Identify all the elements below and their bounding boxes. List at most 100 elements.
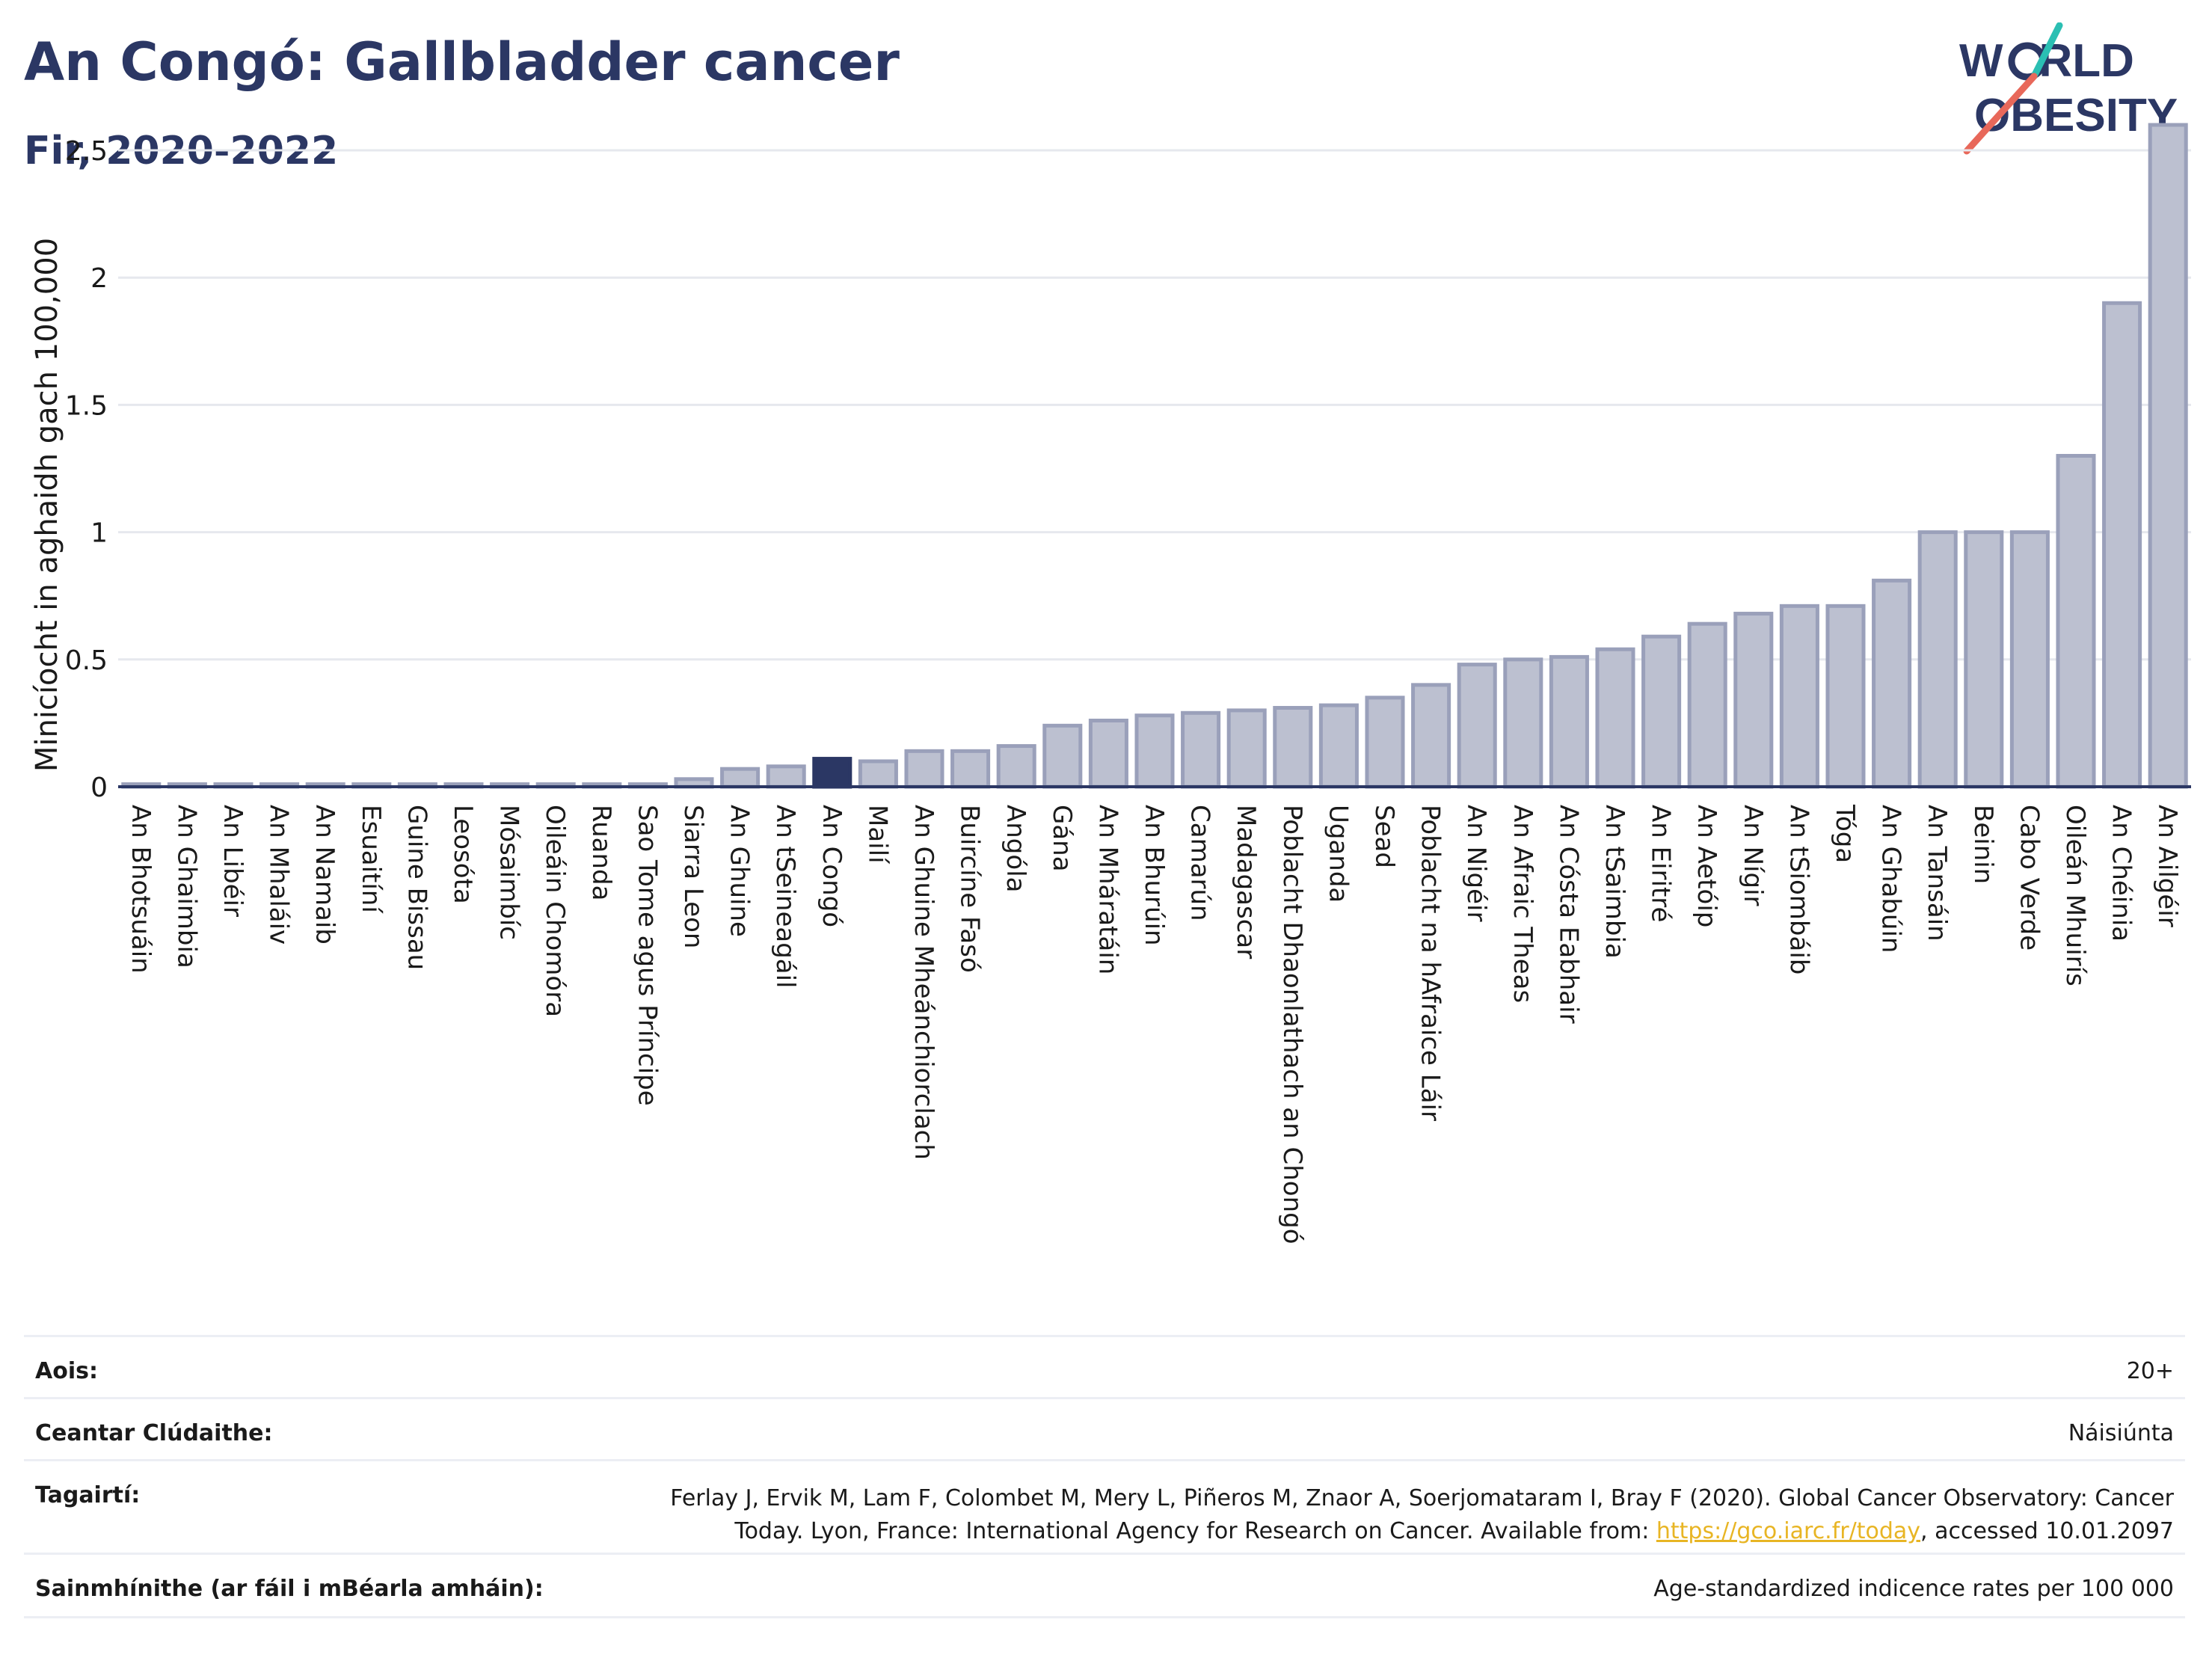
- x-axis-labels: An Bhotsuáin An Ghaimbia An Libéir An Mhalá…: [126, 804, 2182, 1244]
- x-tick-label: An Libéir: [218, 805, 248, 917]
- x-tick-label: Buircíne Fasó: [955, 805, 985, 973]
- info-row-coverage: Ceantar Clúdaithe: Náisiúnta: [24, 1397, 2185, 1459]
- x-tick-label: Oileán Mhuirís: [2060, 805, 2090, 986]
- x-tick-label: Sao Tome agus Príncipe: [632, 805, 662, 1106]
- references-line-1: Ferlay J, Ervik M, Lam F, Colombet M, Me…: [670, 1485, 2174, 1511]
- x-tick-label: Mailí: [862, 805, 892, 865]
- references-link[interactable]: https://gco.iarc.fr/today: [1656, 1518, 1921, 1544]
- x-tick-label: An Ghabúin: [1876, 805, 1906, 953]
- references-line-2: Today. Lyon, France: International Agenc…: [454, 1515, 2174, 1548]
- x-tick-label: Cabo Verde: [2014, 805, 2044, 951]
- y-tick-label: 0: [90, 773, 108, 803]
- x-tick-label: An Cósta Eabhair: [1553, 805, 1583, 1024]
- x-tick-label: An tSiombáib: [1784, 805, 1813, 974]
- x-tick-label: Oileáin Chomóra: [540, 805, 570, 1017]
- bar: [1181, 710, 1221, 789]
- y-axis-ticks: 0 0.5 1 1.5 2 2.5: [65, 136, 108, 803]
- x-tick-label: Poblacht Dhaonlathach an Chongó: [1277, 805, 1307, 1244]
- x-tick-label: Gána: [1047, 805, 1077, 872]
- y-tick-label: 1: [90, 518, 108, 549]
- x-tick-label: Tóga: [1830, 804, 1860, 863]
- age-value: 20+: [2126, 1358, 2174, 1384]
- x-tick-label: An tSaimbia: [1600, 805, 1629, 959]
- y-tick-label: 2.5: [65, 136, 108, 167]
- x-tick-label: Guine Bissau: [402, 805, 431, 970]
- x-tick-label: Esuaitíní: [356, 805, 386, 914]
- x-tick-label: Poblacht na hAfraice Láir: [1416, 805, 1446, 1121]
- bar: [2102, 301, 2142, 789]
- bar: [904, 749, 944, 789]
- info-row-age: Aois: 20+: [24, 1335, 2185, 1397]
- bar: [1825, 604, 1866, 789]
- bar: [812, 757, 852, 789]
- bar: [950, 749, 991, 789]
- x-tick-label: An Ghaimbia: [171, 805, 201, 968]
- bar: [1687, 621, 1727, 789]
- coverage-label: Ceantar Clúdaithe:: [35, 1420, 273, 1446]
- x-tick-label: An tSeineagáil: [770, 805, 800, 989]
- y-tick-label: 0.5: [65, 645, 108, 676]
- bar: [1779, 604, 1819, 789]
- bar: [720, 767, 761, 789]
- bar: [858, 759, 898, 789]
- x-tick-label: An Nigéir: [1461, 805, 1491, 921]
- x-tick-label: Siarra Leon: [678, 805, 708, 948]
- world-obesity-logo: W RLD OBESITY: [1959, 22, 2178, 155]
- x-tick-label: An Nígir: [1738, 805, 1768, 906]
- bar: [766, 764, 806, 789]
- definitions-value: Age-standardized indicence rates per 100…: [1653, 1576, 2174, 1602]
- y-tick-label: 1.5: [65, 390, 108, 421]
- bar: [1042, 723, 1083, 789]
- references-line-2-pre: Today. Lyon, France: International Agenc…: [734, 1518, 1656, 1544]
- bar-chart: 0 0.5 1 1.5 2 2.5 An Bhotsuáin An Ghaimbia An L…: [30, 123, 2191, 1244]
- x-tick-label: An Namaib: [310, 805, 340, 945]
- svg-text:OBESITY: OBESITY: [1974, 90, 2178, 141]
- bar: [1365, 696, 1405, 789]
- bar: [1411, 683, 1451, 789]
- y-axis-label: Minicíocht in aghaidh gach 100,000: [30, 238, 64, 772]
- x-tick-label: An Bhotsuáin: [126, 805, 156, 974]
- bar: [1457, 663, 1497, 789]
- x-tick-label: An Afraic Theas: [1508, 805, 1537, 1003]
- logo-teal-slash: [2030, 22, 2063, 80]
- references-label: Tagairtí:: [35, 1482, 141, 1508]
- info-row-references: Tagairtí: Ferlay J, Ervik M, Lam F, Colo…: [24, 1459, 2185, 1553]
- x-tick-label: Madagascar: [1231, 805, 1261, 959]
- bar: [1917, 530, 1958, 789]
- age-label: Aois:: [35, 1358, 98, 1384]
- x-tick-label: An Ghuine Mheánchiorclach: [909, 805, 938, 1160]
- bar: [996, 744, 1036, 789]
- coverage-value: Náisiúnta: [2068, 1420, 2174, 1446]
- bar: [2148, 123, 2188, 789]
- x-tick-label: An Congó: [817, 805, 847, 927]
- x-tick-label: An Aetóip: [1692, 805, 1721, 927]
- bar: [1733, 612, 1774, 789]
- chart-title: An Congó: Gallbladder cancer: [24, 31, 900, 93]
- bar: [1088, 719, 1128, 789]
- x-tick-label: An Ghuine: [725, 805, 755, 937]
- bar: [2009, 530, 2050, 789]
- references-line-2-post: , accessed 10.01.2097: [1920, 1518, 2174, 1544]
- logo-w: W: [1959, 35, 2003, 87]
- x-tick-label: Uganda: [1323, 805, 1353, 903]
- bar: [1641, 634, 1682, 789]
- x-tick-label: Leosóta: [448, 805, 478, 904]
- bar: [1549, 654, 1589, 789]
- logo-rld: RLD: [2039, 35, 2134, 87]
- x-tick-label: An Chéinia: [2107, 805, 2136, 942]
- grid-lines: [118, 149, 2191, 661]
- bar: [1318, 703, 1359, 789]
- x-tick-label: An Tansáin: [1922, 805, 1952, 942]
- info-row-definitions: Sainmhínithe (ar fáil i mBéarla amháin):…: [24, 1553, 2185, 1618]
- x-tick-label: Angóla: [1001, 805, 1030, 892]
- bar: [1503, 657, 1543, 789]
- definitions-label: Sainmhínithe (ar fáil i mBéarla amháin):: [35, 1576, 544, 1602]
- x-tick-label: An Bhurúin: [1139, 805, 1169, 946]
- x-tick-label: An Mhaláiv: [264, 805, 294, 945]
- bar: [2056, 454, 2096, 789]
- info-table: Aois: 20+ Ceantar Clúdaithe: Náisiúnta T…: [24, 1335, 2185, 1619]
- logo-red-slash: [1963, 73, 2038, 155]
- x-tick-label: Sead: [1369, 805, 1399, 868]
- bar: [1872, 578, 1912, 789]
